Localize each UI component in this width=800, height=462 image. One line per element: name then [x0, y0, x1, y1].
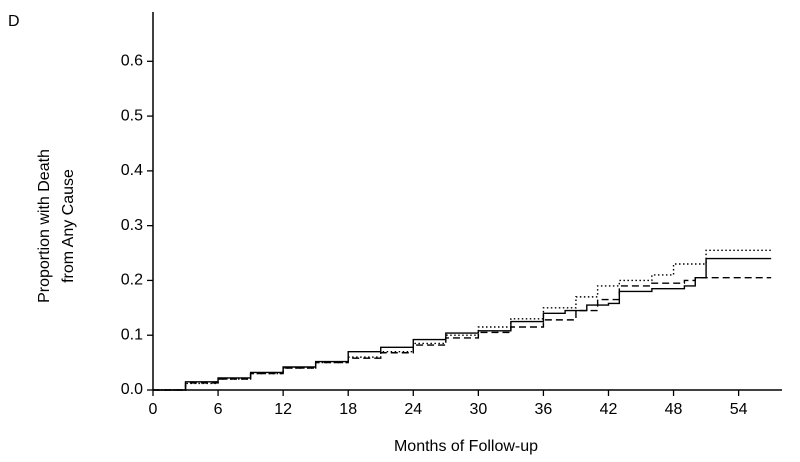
x-axis-label: Months of Follow-up: [394, 438, 538, 455]
x-tick-label: 0: [149, 401, 158, 418]
y-tick-label: 0.0: [121, 381, 143, 398]
step-line: [153, 276, 772, 391]
y-tick-label: 0.5: [121, 107, 143, 124]
panel-label: D: [8, 13, 20, 30]
y-tick-label: 0.3: [121, 217, 143, 234]
y-axis-label: from Any Cause: [60, 169, 77, 283]
y-tick-label: 0.4: [121, 162, 143, 179]
x-tick-label: 54: [730, 401, 748, 418]
step-line: [153, 257, 772, 391]
x-tick-label: 18: [339, 401, 357, 418]
step-line: [153, 249, 772, 391]
x-tick-label: 24: [404, 401, 422, 418]
y-tick-label: 0.6: [121, 53, 143, 70]
x-tick-label: 48: [665, 401, 683, 418]
x-tick-label: 12: [274, 401, 292, 418]
y-axis-label: Proportion with Death: [36, 149, 53, 303]
x-tick-label: 42: [600, 401, 618, 418]
y-tick-label: 0.1: [121, 326, 143, 343]
x-tick-label: 6: [214, 401, 223, 418]
x-tick-label: 36: [535, 401, 553, 418]
x-tick-label: 30: [469, 401, 487, 418]
y-tick-label: 0.2: [121, 272, 143, 289]
